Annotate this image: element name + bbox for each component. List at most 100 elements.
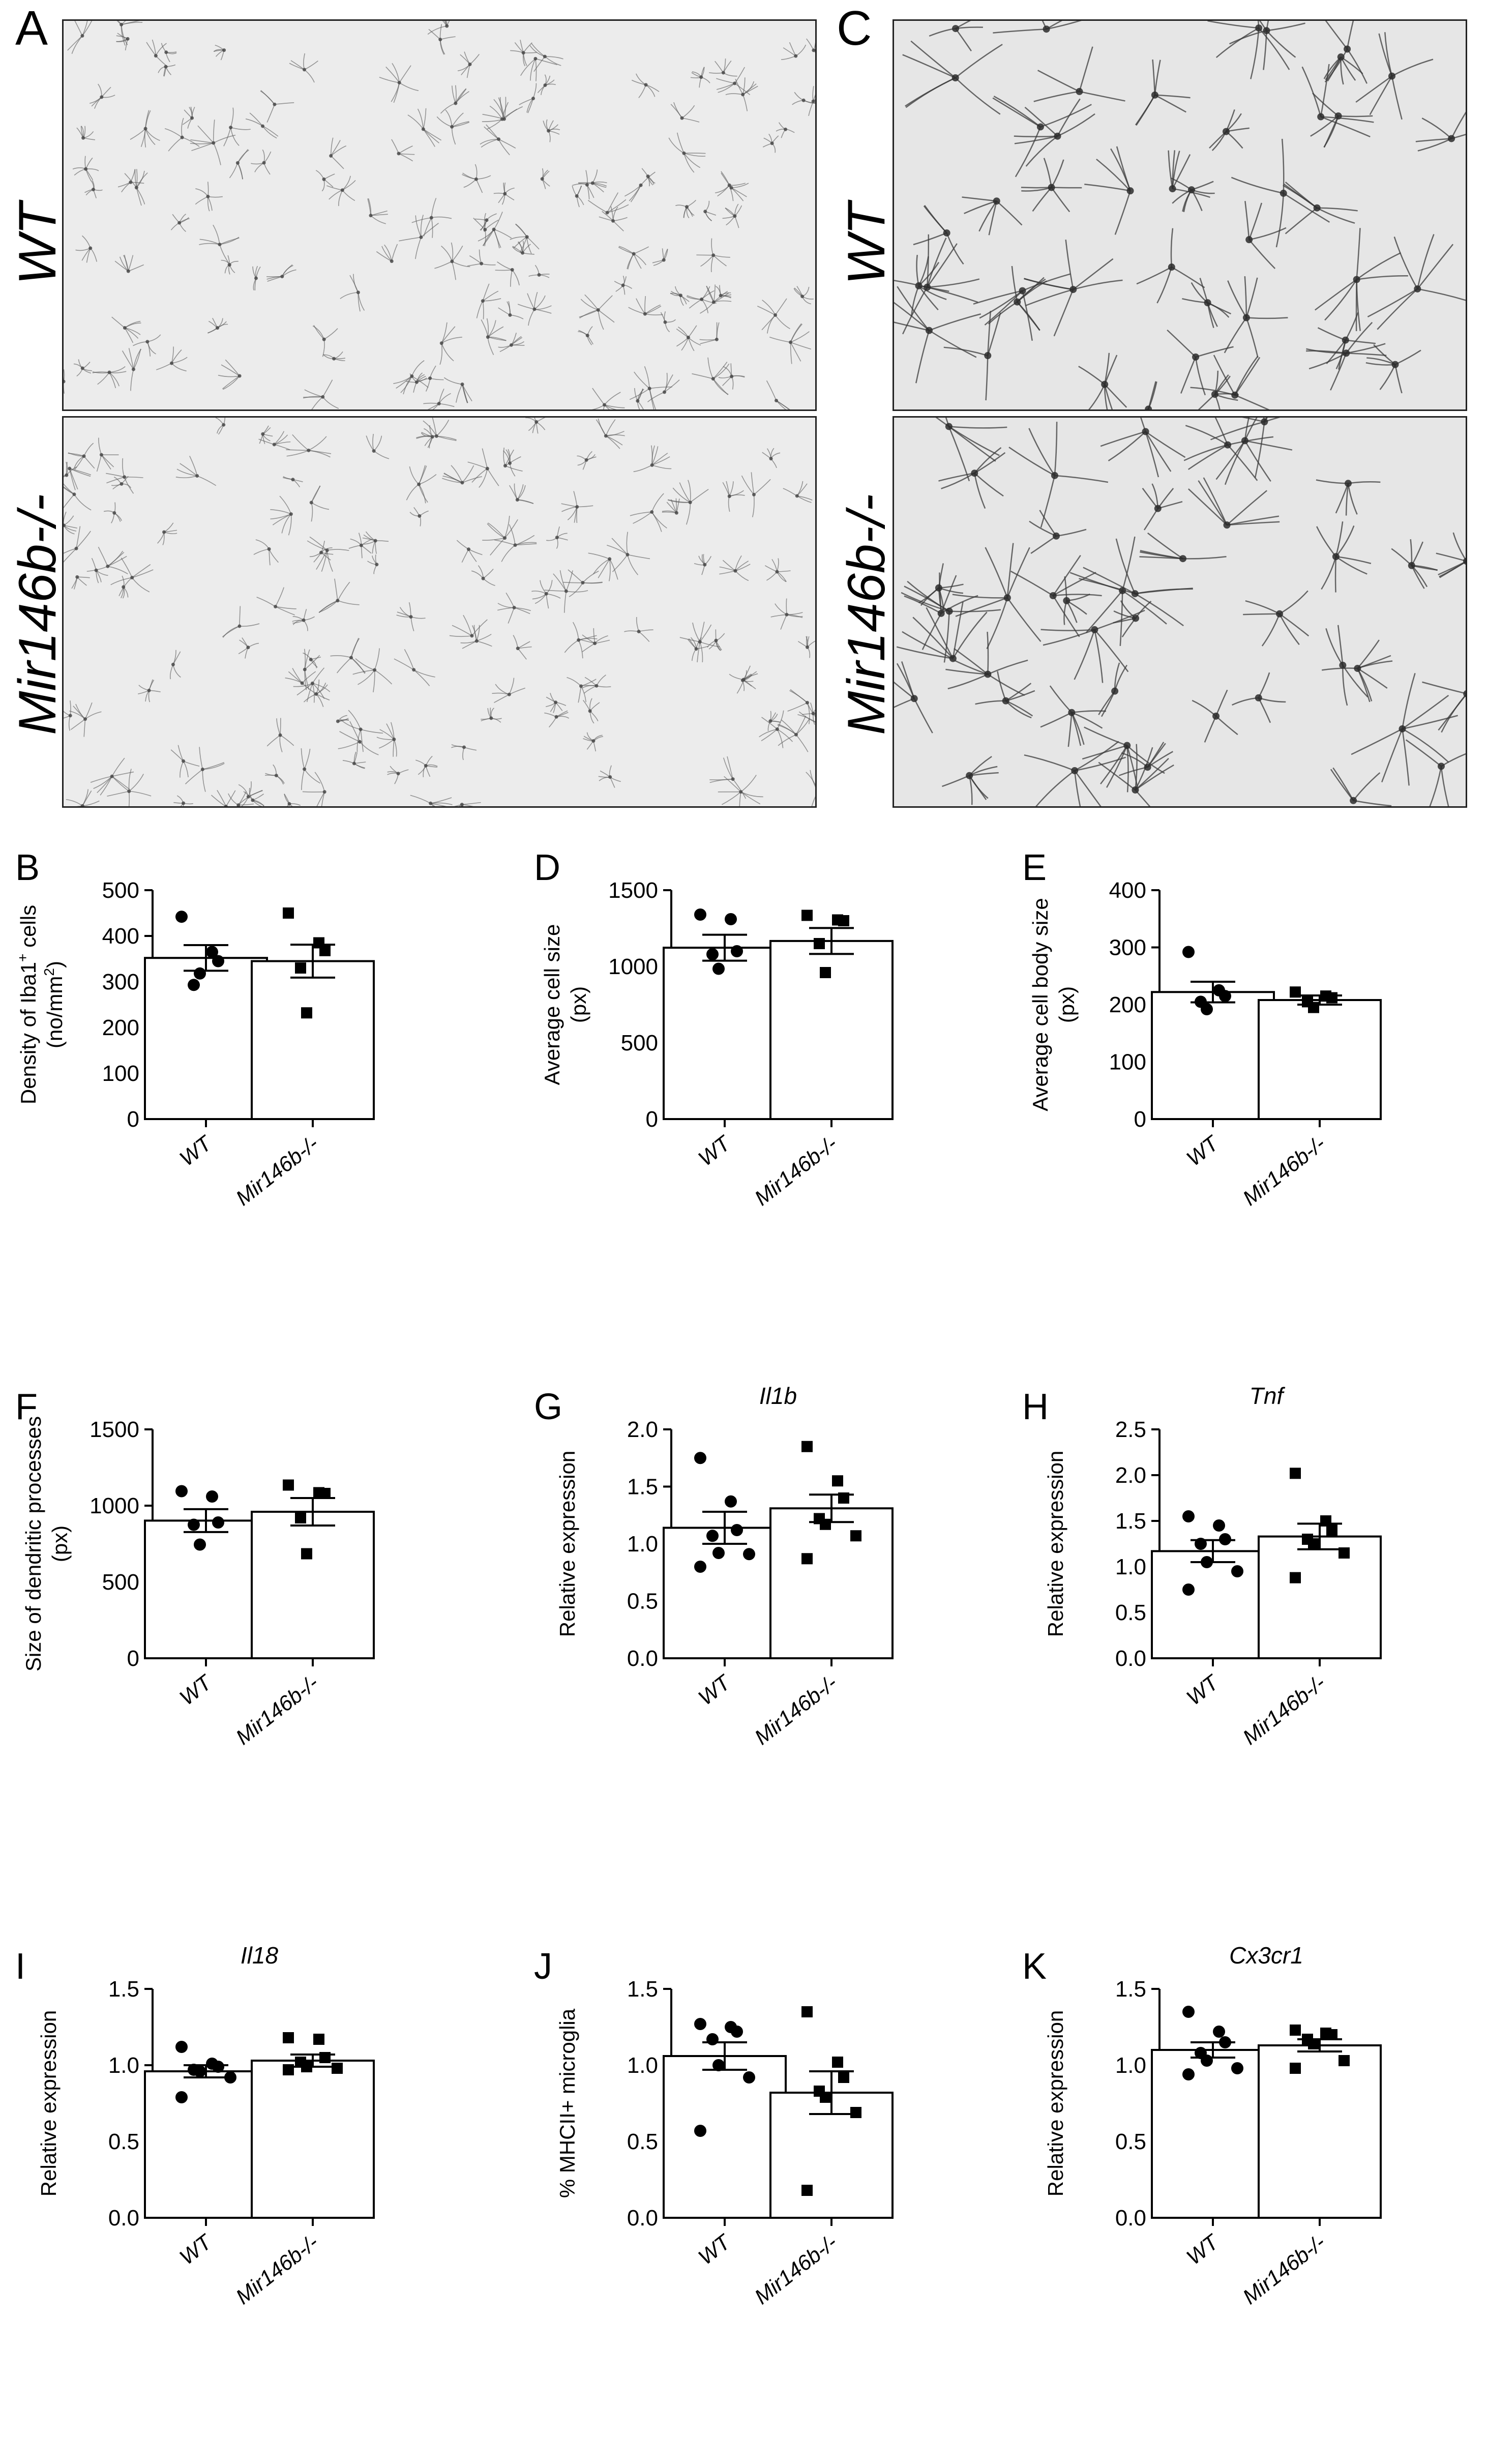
cell-body <box>237 374 242 378</box>
cell-process <box>1315 279 1357 311</box>
cell-process <box>679 482 691 503</box>
microglia-cell <box>64 369 66 394</box>
cell-process <box>1417 244 1454 289</box>
cell-body <box>1414 285 1421 292</box>
cell-process <box>1108 431 1146 461</box>
cell-body <box>1280 189 1287 197</box>
microglia-cell <box>1391 539 1438 589</box>
panel-letter: B <box>15 847 40 888</box>
microglia-cell <box>138 679 161 702</box>
cell-process <box>490 538 505 556</box>
microglia-cell <box>1040 685 1107 747</box>
microglia-cell <box>303 652 321 668</box>
data-point-ko <box>283 2032 294 2043</box>
data-point-ko <box>801 910 813 921</box>
cell-process <box>202 769 206 792</box>
microglia-cell <box>157 522 177 545</box>
cell-body <box>509 343 513 347</box>
cell-body <box>310 681 314 685</box>
microglia-cell <box>482 97 523 123</box>
cell-process <box>1054 475 1109 483</box>
microglia-cell <box>428 24 456 55</box>
cell-body <box>319 550 323 554</box>
cell-process <box>1074 756 1126 772</box>
bar <box>1151 2049 1275 2219</box>
cell-body <box>966 772 973 779</box>
cell-body <box>555 536 559 540</box>
cell-process <box>1053 289 1074 337</box>
cell-process <box>434 261 453 269</box>
cell-process <box>176 468 197 477</box>
data-point-ko <box>850 1530 861 1542</box>
cell-body <box>99 453 103 457</box>
cell-process <box>1334 556 1337 593</box>
data-point-wt <box>706 948 719 960</box>
data-point-ko <box>1339 2055 1350 2066</box>
cell-body <box>170 361 174 365</box>
microglia-cell <box>652 248 668 266</box>
cell-process <box>190 139 214 143</box>
cell-body <box>971 470 978 477</box>
cell-process <box>902 287 928 335</box>
microglia-cell <box>474 213 497 232</box>
cell-process <box>987 673 1025 696</box>
cell-body <box>485 218 489 222</box>
cell-process <box>427 25 447 35</box>
cell-body <box>261 124 265 128</box>
cell-body <box>145 340 150 344</box>
tissue-background <box>64 418 815 806</box>
cell-body <box>349 656 353 660</box>
cell-process <box>1024 106 1058 137</box>
cell-process <box>905 77 956 108</box>
cell-process <box>292 434 309 451</box>
cell-process <box>1185 425 1228 446</box>
cell-body <box>72 492 76 496</box>
cell-body <box>80 366 84 370</box>
cell-process <box>1259 21 1267 31</box>
cell-body <box>547 129 551 133</box>
bar <box>769 940 894 1120</box>
microglia-cell <box>1010 555 1102 637</box>
cell-body <box>1211 391 1218 398</box>
microglia-cell <box>1415 111 1466 152</box>
cell-body <box>309 658 313 662</box>
cell-process <box>721 172 732 188</box>
microglia-cell <box>1014 98 1095 167</box>
y-axis-label-sup: + <box>15 954 31 962</box>
microglia-cell <box>531 580 561 609</box>
microglia-cell <box>352 648 393 692</box>
microglia-cell <box>561 491 593 523</box>
data-point-wt <box>725 1495 737 1508</box>
cell-process <box>1244 440 1293 451</box>
cell-body <box>644 83 648 87</box>
cell-process <box>1346 343 1386 354</box>
microglia-cell <box>228 791 254 806</box>
data-point-wt <box>224 2071 236 2084</box>
cell-body <box>325 548 329 552</box>
cell-body <box>1192 353 1200 361</box>
microglia-cell <box>451 744 477 760</box>
cell-body <box>373 668 377 672</box>
microglia-cell <box>1330 767 1392 806</box>
cell-process <box>219 237 240 245</box>
data-point-ko <box>295 1512 306 1523</box>
cell-body <box>123 475 127 479</box>
cell-body <box>1142 428 1149 435</box>
cell-process <box>563 591 567 613</box>
data-point-ko <box>832 1475 843 1487</box>
cell-process <box>487 468 499 486</box>
cell-process <box>651 456 670 466</box>
cell-process <box>1330 353 1347 391</box>
microglia-cell <box>222 606 260 638</box>
microglia-cell <box>416 418 457 441</box>
cell-process <box>1046 21 1063 30</box>
x-tick-label: Mir146b-/- <box>750 1670 842 1749</box>
cell-process <box>775 314 790 329</box>
y-axis-label: % MHCII+ microglia <box>555 2008 579 2198</box>
microglia-cell <box>894 661 933 734</box>
cell-process <box>1337 625 1344 665</box>
cell-process <box>604 404 625 408</box>
microglia-cell <box>256 587 296 615</box>
cell-body <box>532 307 537 311</box>
cell-process <box>76 531 91 549</box>
